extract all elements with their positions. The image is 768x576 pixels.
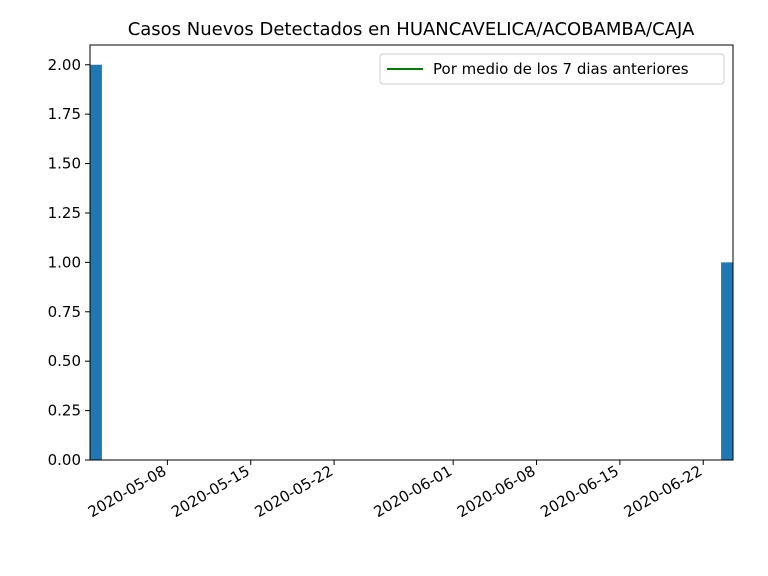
bar-2020-06-24 bbox=[721, 262, 733, 460]
x-tick-label: 2020-06-15 bbox=[537, 462, 622, 521]
y-tick-label: 0.25 bbox=[48, 402, 81, 420]
y-tick-label: 1.75 bbox=[48, 105, 81, 123]
x-tick-label: 2020-06-08 bbox=[454, 462, 539, 521]
legend: Por medio de los 7 dias anteriores bbox=[379, 53, 725, 85]
y-tick-label: 1.00 bbox=[48, 253, 81, 271]
x-tick-label: 2020-05-08 bbox=[85, 462, 170, 521]
bars-group bbox=[90, 64, 733, 460]
x-tick-label: 2020-05-15 bbox=[168, 462, 253, 521]
x-tick-label: 2020-05-22 bbox=[252, 462, 337, 521]
y-tick-label: 1.50 bbox=[48, 155, 81, 173]
y-tick-label: 2.00 bbox=[48, 56, 81, 74]
x-tick-label: 2020-06-22 bbox=[621, 462, 706, 521]
y-tick-label: 0.50 bbox=[48, 352, 81, 370]
y-axis: 0.00 0.25 0.50 0.75 1.00 1.25 1.50 1.75 2.00 bbox=[48, 56, 90, 469]
bar-2020-05-02 bbox=[90, 64, 102, 460]
x-tick-label: 2020-06-01 bbox=[371, 462, 456, 521]
y-tick-label: 0.00 bbox=[48, 451, 81, 469]
chart-title: Casos Nuevos Detectados en HUANCAVELICA/… bbox=[128, 19, 695, 40]
plot-frame bbox=[89, 44, 734, 461]
legend-box bbox=[379, 53, 725, 85]
y-tick-label: 0.75 bbox=[48, 303, 81, 321]
y-tick-label: 1.25 bbox=[48, 204, 81, 222]
legend-label: Por medio de los 7 dias anteriores bbox=[433, 60, 689, 78]
